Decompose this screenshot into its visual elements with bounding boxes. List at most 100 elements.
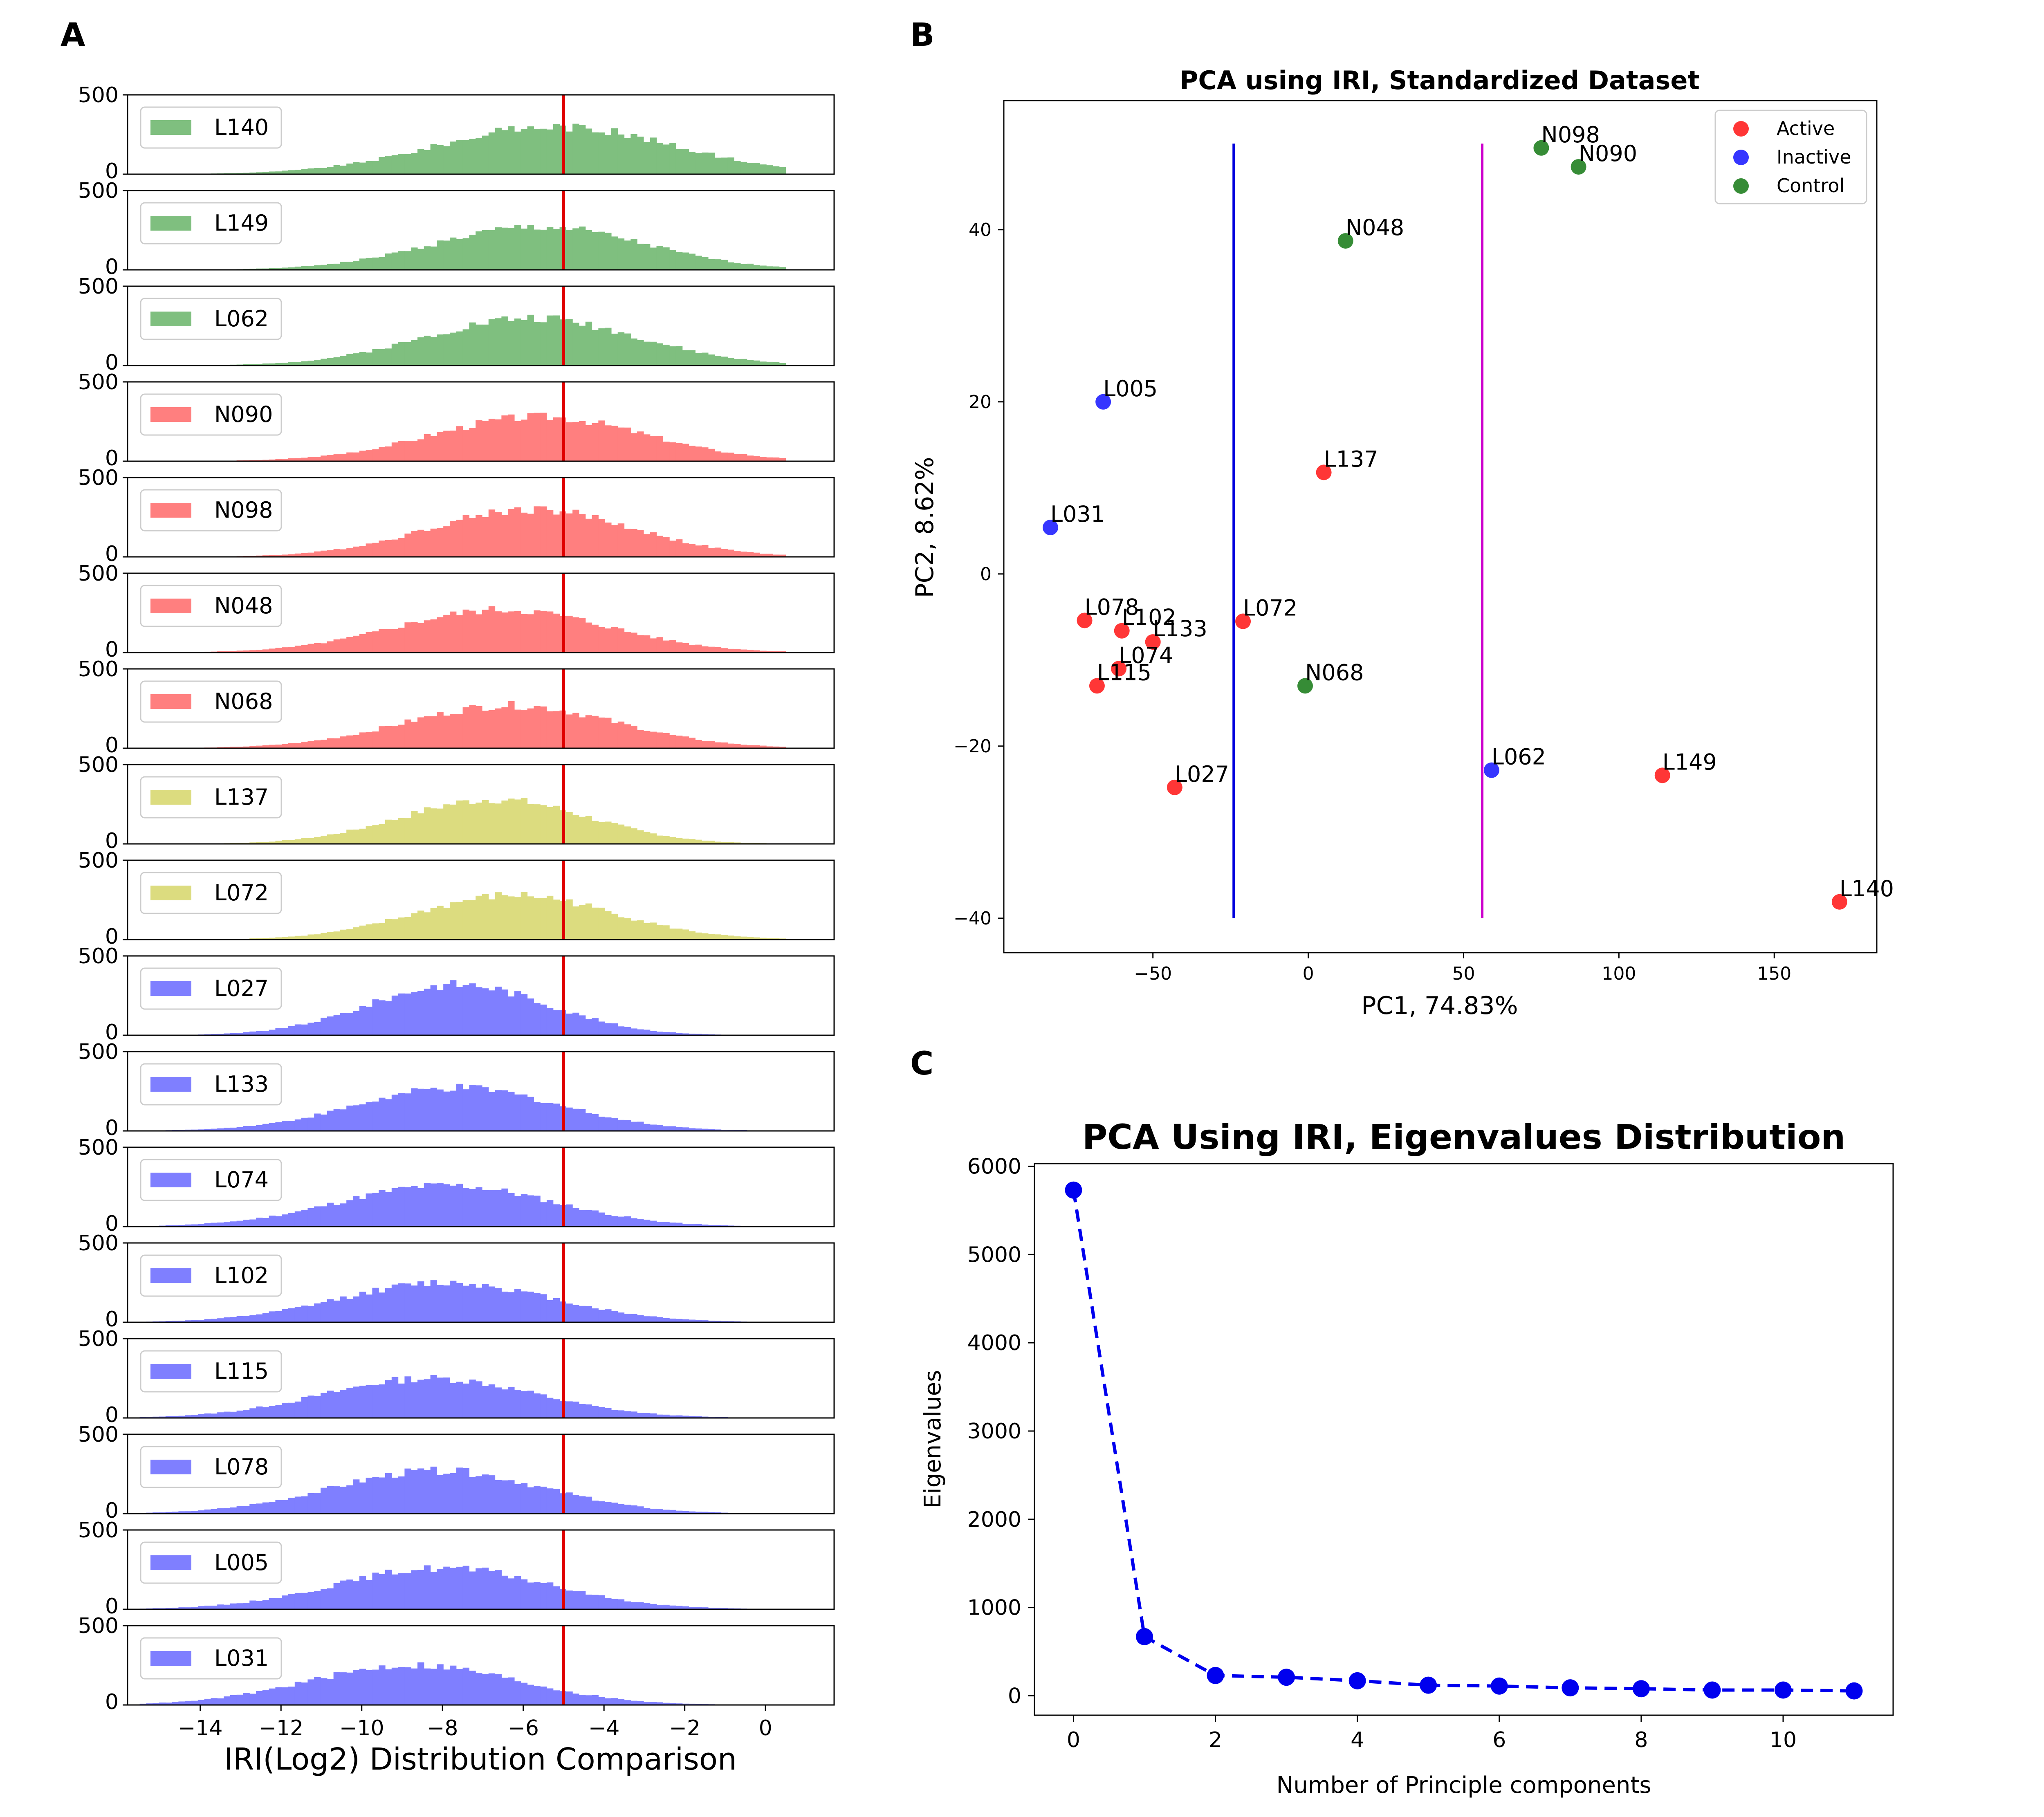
hist-bar: [598, 519, 605, 557]
eigenvalue-point: [1562, 1679, 1579, 1697]
hist-bar: [630, 433, 637, 461]
hist-bar: [702, 545, 709, 557]
hist-bar: [404, 1187, 411, 1227]
hist-bar: [611, 1311, 618, 1322]
hist-bar: [630, 1122, 637, 1131]
hist-bar: [695, 1034, 702, 1035]
hist-bar: [462, 515, 469, 557]
hist-bar: [611, 236, 618, 270]
hist-bar: [675, 443, 683, 461]
hist-bar: [714, 742, 722, 748]
hist-bar: [682, 543, 689, 557]
hist-bar: [185, 1224, 192, 1227]
hist-bar: [572, 422, 579, 461]
hist-legend: L115: [140, 1350, 282, 1393]
hist-bar: [669, 541, 676, 557]
eigenvalue-line: [1072, 1190, 1854, 1693]
hist-frame: [127, 955, 835, 1036]
hist-bar: [669, 1223, 676, 1227]
hist-bar: [611, 525, 618, 557]
legend-label: L072: [214, 880, 269, 906]
hist-bar: [566, 131, 573, 174]
hist-bar: [579, 1015, 586, 1035]
hist-bar: [540, 611, 547, 653]
hist-bar: [727, 743, 734, 748]
hist-bar: [540, 1103, 547, 1131]
hist-bar: [424, 912, 431, 940]
hist-bar: [437, 1089, 444, 1131]
hist-bar: [243, 173, 250, 174]
hist-bar: [760, 265, 767, 270]
hist-bar: [366, 1385, 372, 1418]
hist-bar: [482, 800, 489, 844]
hist-bar: [669, 1126, 676, 1131]
hist-bar: [708, 153, 715, 174]
hist-bar: [346, 637, 353, 653]
hist-bar: [534, 1003, 541, 1035]
hist-bar: [546, 807, 554, 844]
hist-bar: [230, 1221, 237, 1227]
hist-bar: [689, 1416, 696, 1418]
legend-label: Active: [1777, 117, 1835, 139]
hist-bar: [521, 229, 528, 270]
hist-bar: [695, 256, 702, 270]
hist-bar: [527, 413, 534, 461]
hist-bar: [689, 644, 696, 653]
scatter-point: [1167, 779, 1182, 795]
panel-b-letter: B: [910, 17, 934, 54]
legend-swatch: [150, 407, 191, 422]
hist-bar: [624, 427, 631, 461]
hist-bar: [288, 554, 295, 557]
hist-bar: [449, 980, 457, 1035]
hist-bar: [449, 714, 457, 748]
hist-bar: [760, 554, 767, 557]
hist-bar: [391, 252, 399, 270]
hist-bar: [372, 543, 379, 557]
hist-bar: [275, 1216, 282, 1227]
hist-bar: [352, 635, 360, 653]
hist-bar: [656, 1317, 663, 1322]
hist-bar: [669, 1605, 676, 1609]
hist-bar: [617, 1026, 625, 1035]
hist-bar: [527, 1582, 534, 1609]
hist-bar: [269, 363, 276, 366]
hist-bar: [630, 529, 637, 557]
hist-bar: [437, 1475, 444, 1514]
hist-bar: [256, 842, 263, 844]
hist-bar: [346, 1200, 353, 1227]
scatter-point: [1111, 661, 1127, 677]
hist-bar: [495, 128, 502, 174]
hist-bar: [579, 1695, 586, 1705]
hist-bar: [579, 905, 586, 940]
hist-bar: [708, 1512, 715, 1514]
hist-bar: [230, 1603, 237, 1609]
hist-bar: [379, 1097, 386, 1131]
legend-box: [140, 489, 282, 532]
hist-bar: [605, 1117, 612, 1131]
hist-bar: [605, 1215, 612, 1227]
legend-marker: [1733, 178, 1749, 194]
hist-bar: [540, 1202, 547, 1227]
hist-bar: [424, 1379, 431, 1418]
hist-bar: [424, 434, 431, 461]
hist-bar: [534, 1485, 541, 1514]
hist-bar: [650, 1413, 657, 1418]
hist-bar: [372, 999, 379, 1035]
hist-bar: [585, 425, 592, 461]
hist-bar: [275, 1311, 282, 1322]
hist-frame: [127, 764, 835, 845]
hist-bar: [462, 1667, 469, 1705]
point-label: N090: [1579, 141, 1637, 166]
hist-bar: [689, 1319, 696, 1322]
hist-bar: [352, 1011, 360, 1035]
hist-bar: [327, 167, 334, 174]
hist-bar: [527, 1391, 534, 1418]
hist-bar: [417, 1570, 424, 1609]
legend-swatch: [150, 1555, 191, 1570]
hist-bar: [617, 824, 625, 844]
hist-frame: [127, 1242, 835, 1323]
hist-bar: [753, 360, 760, 366]
hist-bar: [721, 935, 728, 940]
hist-bar: [702, 1416, 709, 1418]
hist-bar: [391, 629, 399, 653]
